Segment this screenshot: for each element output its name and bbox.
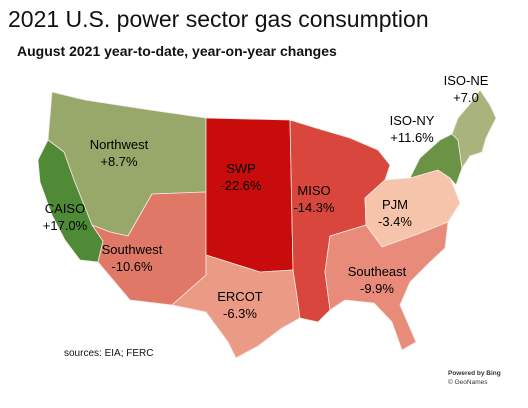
source-note: sources: EIA; FERC bbox=[64, 348, 154, 359]
region-name: SWP bbox=[226, 161, 256, 176]
region-change: +7.0 bbox=[453, 90, 479, 105]
region-name: ISO-NY bbox=[389, 113, 435, 128]
region-isone bbox=[451, 89, 497, 169]
region-change: -10.6% bbox=[111, 259, 153, 274]
label-southwest: Southwest -10.6% bbox=[94, 241, 170, 275]
region-change: -9.9% bbox=[360, 281, 394, 296]
page-subtitle: August 2021 year-to-date, year-on-year c… bbox=[17, 43, 337, 59]
label-northwest: Northwest +8.7% bbox=[84, 136, 154, 170]
map-attribution: Powered by Bing © GeoNames bbox=[448, 369, 501, 387]
label-miso: MISO -14.3% bbox=[286, 182, 342, 216]
region-name: Northwest bbox=[89, 137, 149, 152]
label-pjm: PJM -3.4% bbox=[370, 196, 420, 230]
page-title: 2021 U.S. power sector gas consumption bbox=[8, 6, 429, 32]
region-name: CAISO bbox=[44, 201, 86, 216]
region-name: Southwest bbox=[101, 242, 163, 257]
region-name: PJM bbox=[382, 197, 408, 212]
region-change: -22.6% bbox=[220, 178, 262, 193]
region-name: Southeast bbox=[347, 264, 407, 279]
region-name: ERCOT bbox=[217, 289, 263, 304]
region-change: -6.3% bbox=[223, 306, 257, 321]
region-change: +8.7% bbox=[100, 154, 138, 169]
label-southeast: Southeast -9.9% bbox=[340, 263, 414, 297]
label-isony: ISO-NY +11.6% bbox=[384, 112, 440, 146]
label-isone: ISO-NE +7.0 bbox=[440, 72, 492, 106]
region-change: +11.6% bbox=[390, 130, 434, 145]
region-swp bbox=[205, 117, 294, 273]
region-name: MISO bbox=[297, 183, 331, 198]
region-caiso bbox=[37, 139, 104, 263]
label-swp: SWP -22.6% bbox=[214, 160, 268, 194]
attribution-line-1: Powered by Bing bbox=[448, 370, 501, 377]
label-ercot: ERCOT -6.3% bbox=[212, 288, 268, 322]
region-change: -3.4% bbox=[378, 214, 412, 229]
region-southeast bbox=[324, 221, 449, 351]
region-change: +17.0% bbox=[42, 218, 88, 233]
label-caiso: CAISO +17.0% bbox=[36, 200, 94, 234]
region-change: -14.3% bbox=[293, 200, 335, 215]
attribution-line-2: © GeoNames bbox=[448, 379, 488, 386]
region-name: ISO-NE bbox=[443, 73, 489, 88]
